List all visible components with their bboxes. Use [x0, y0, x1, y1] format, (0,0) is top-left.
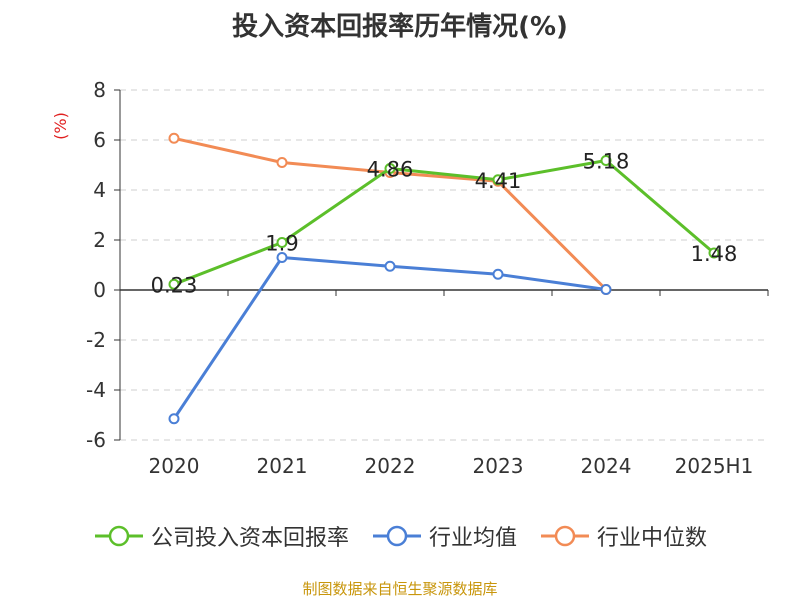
data-point	[168, 413, 180, 425]
series-line-0	[173, 159, 715, 286]
data-label: 4.41	[475, 169, 522, 193]
data-label: 4.86	[367, 158, 414, 182]
y-tick-label: 8	[93, 78, 106, 102]
y-tick-label: 4	[93, 178, 106, 202]
x-tick-label: 2024	[581, 454, 632, 478]
data-point	[384, 260, 396, 272]
chart-title: 投入资本回报率历年情况(%)	[232, 12, 568, 42]
legend-item[interactable]: 行业中位数	[539, 520, 707, 552]
y-tick-label: 2	[93, 228, 106, 252]
y-tick-label: -4	[86, 378, 106, 402]
legend-label: 行业均值	[428, 526, 517, 551]
grid-lines	[120, 89, 768, 441]
axes: 8 6 4 2 0 -2 -4 -6 2020 2021 2022 2023 2024 2025H1	[86, 78, 769, 478]
legend-marker-icon	[94, 525, 143, 547]
data-point	[708, 247, 720, 259]
x-tick-label: 2022	[365, 454, 416, 478]
data-label: 0.23	[151, 273, 198, 297]
data-label: 1.9	[265, 232, 298, 256]
data-point	[384, 163, 396, 174]
x-tick-label: 2023	[473, 454, 524, 478]
data-label: 1.48	[691, 242, 738, 266]
x-tick-label: 2025H1	[675, 454, 754, 478]
data-point	[600, 155, 612, 166]
data-point	[492, 268, 504, 280]
legend-item[interactable]: 行业均值	[371, 520, 517, 552]
data-point	[276, 157, 288, 168]
source-footnote: 制图数据来自恒生聚源数据库	[302, 580, 498, 598]
data-label: 5.18	[583, 150, 630, 174]
data-point	[600, 284, 612, 295]
legend-marker-icon	[541, 525, 589, 547]
legend-item[interactable]: 公司投入资本回报率	[93, 520, 349, 552]
data-point	[168, 278, 180, 290]
data-point	[276, 252, 288, 263]
x-tick-label: 2020	[149, 454, 200, 478]
series-line-1	[172, 256, 607, 420]
legend-marker-icon	[372, 525, 421, 547]
series-lines	[168, 132, 720, 425]
legend-label: 公司投入资本回报率	[150, 526, 349, 551]
legend: 公司投入资本回报率 行业均值 行业中位数	[0, 520, 800, 552]
data-point	[276, 237, 288, 248]
legend-label: 行业中位数	[597, 526, 708, 551]
y-tick-label: -2	[86, 328, 106, 352]
y-tick-label: 0	[93, 278, 106, 302]
y-tick-label: 6	[93, 128, 106, 152]
data-point	[168, 132, 180, 144]
y-tick-label: -6	[86, 428, 106, 452]
y-axis-unit: (%)	[51, 112, 70, 140]
data-labels: 0.23 1.9 4.86 4.41 5.18 1.48	[151, 150, 738, 298]
x-tick-label: 2021	[257, 454, 308, 478]
data-point	[492, 174, 504, 186]
